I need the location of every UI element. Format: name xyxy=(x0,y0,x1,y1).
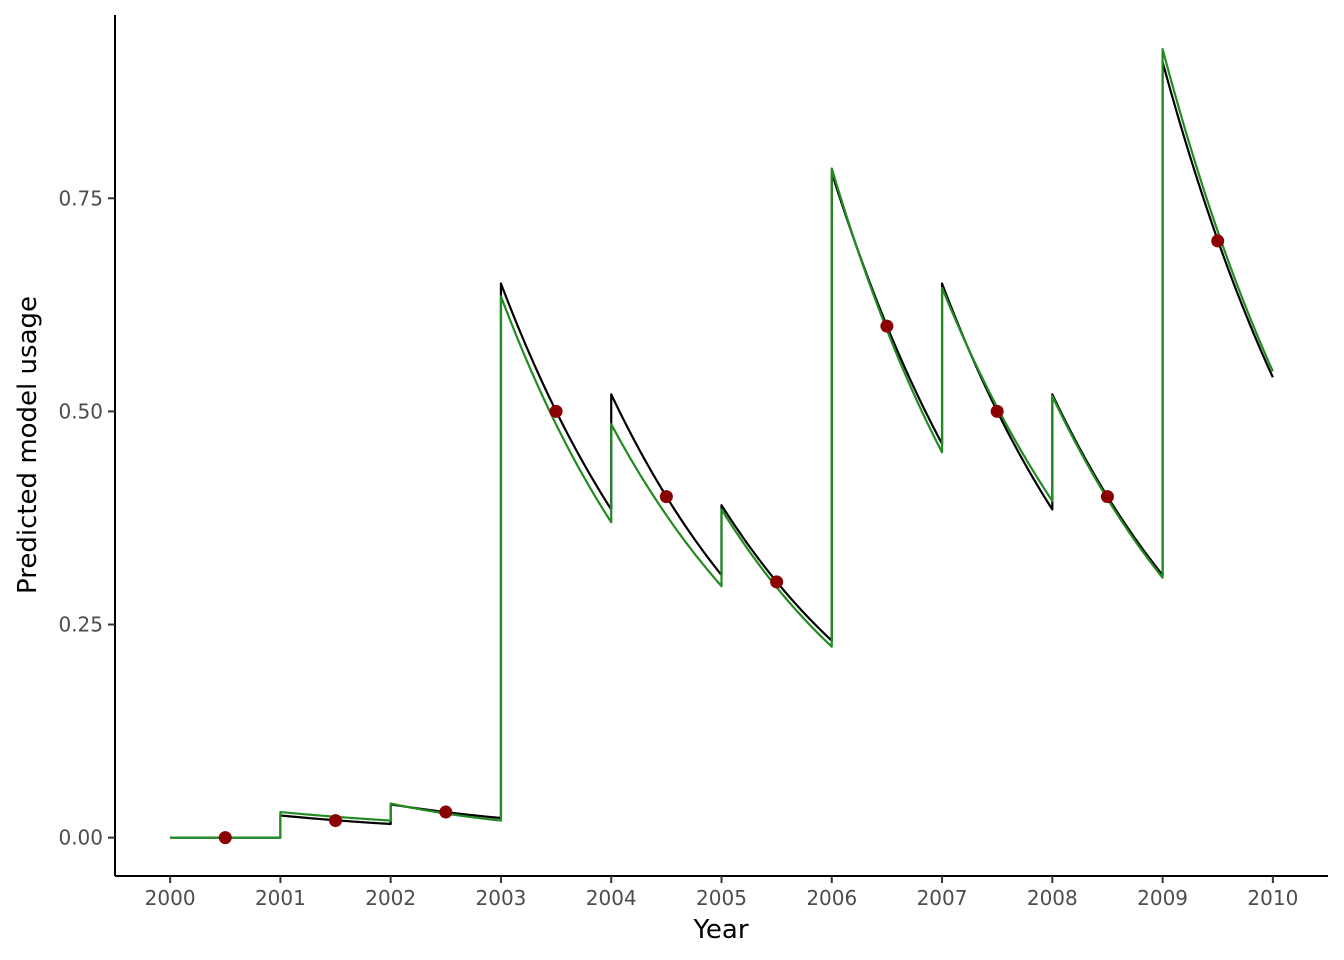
y-tick-label: 0.25 xyxy=(58,613,103,637)
y-tick-label: 0.75 xyxy=(58,186,103,210)
x-tick-label: 2001 xyxy=(255,886,306,910)
x-axis-title: Year xyxy=(692,915,748,945)
data-point xyxy=(549,404,563,418)
y-axis-ticks: 0.00 0.25 0.50 0.75 xyxy=(58,186,115,850)
x-tick-label: 2007 xyxy=(917,886,968,910)
x-axis-ticks: 2000 2001 2002 2003 2004 2005 2006 2007 2008 2009… xyxy=(145,876,1298,910)
data-point xyxy=(218,831,232,845)
y-tick-label: 0.00 xyxy=(58,826,103,850)
x-tick-label: 2009 xyxy=(1137,886,1188,910)
data-point xyxy=(329,814,343,828)
x-tick-label: 2004 xyxy=(586,886,637,910)
x-tick-label: 2002 xyxy=(365,886,416,910)
data-point xyxy=(770,575,784,589)
x-tick-label: 2003 xyxy=(476,886,527,910)
data-point xyxy=(439,805,453,819)
series-line-1 xyxy=(170,48,1274,839)
data-point xyxy=(880,319,894,333)
data-point xyxy=(990,404,1004,418)
x-tick-label: 2008 xyxy=(1027,886,1078,910)
x-tick-label: 2010 xyxy=(1247,886,1298,910)
y-axis-title: Predicted model usage xyxy=(13,296,43,594)
data-point xyxy=(1211,234,1225,248)
data-point xyxy=(659,490,673,504)
y-tick-label: 0.50 xyxy=(58,399,103,423)
plot-area xyxy=(170,48,1274,845)
x-tick-label: 2000 xyxy=(145,886,196,910)
x-tick-label: 2006 xyxy=(806,886,857,910)
data-point xyxy=(1100,490,1114,504)
x-tick-label: 2005 xyxy=(696,886,747,910)
